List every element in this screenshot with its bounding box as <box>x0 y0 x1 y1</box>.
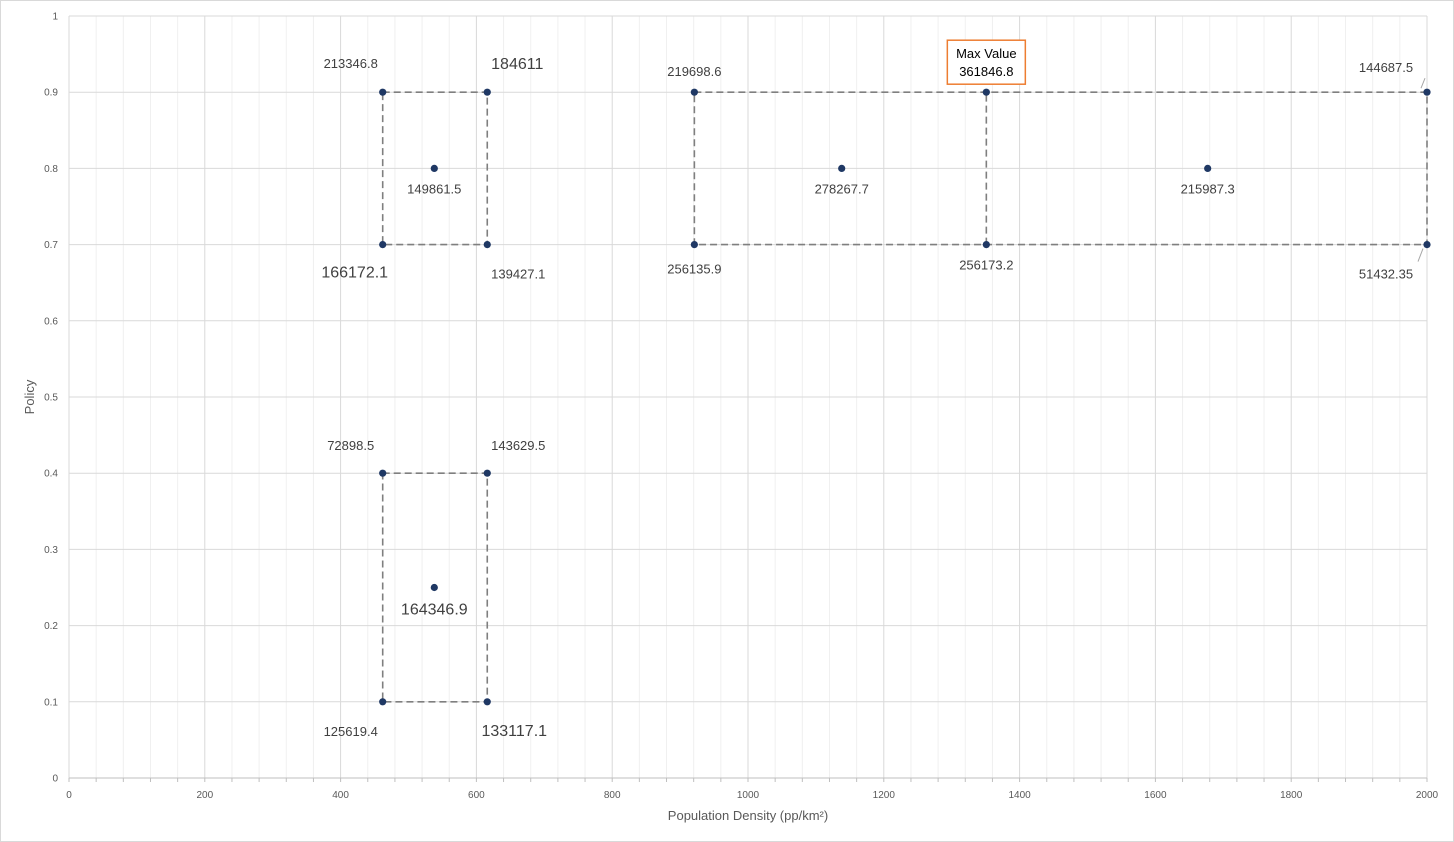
annotations: Max Value 361846.8 <box>946 39 1027 85</box>
data-label: 133117.1 <box>481 723 547 740</box>
data-point <box>1204 164 1212 172</box>
dashed-box <box>381 91 489 246</box>
data-point <box>1423 241 1431 249</box>
x-tick-label: 1400 <box>1008 790 1031 801</box>
data-points <box>379 88 1431 706</box>
x-tick-labels: 0 200 400 600 800 1000 1200 1400 1600 1800 2000 <box>66 790 1438 801</box>
y-tick-label: 1 <box>52 12 58 23</box>
data-label: 143629.5 <box>491 438 545 453</box>
data-point <box>379 698 387 706</box>
data-point <box>379 241 387 249</box>
y-tick-label: 0 <box>52 774 58 785</box>
max-value-title: Max Value <box>956 46 1016 61</box>
data-point <box>982 241 990 249</box>
data-labels: 213346.8 184611 149861.5 166172.1 139427.1 21… <box>321 56 1413 740</box>
y-axis-title: Policy <box>22 379 37 414</box>
data-point <box>690 88 698 96</box>
data-label: 213346.8 <box>324 56 378 71</box>
leader-line <box>1417 248 1424 262</box>
y-tick-label: 0.7 <box>44 240 58 251</box>
data-point <box>982 88 990 96</box>
y-tick-label: 0.5 <box>44 393 58 404</box>
x-tick-label: 1800 <box>1280 790 1303 801</box>
x-tick-label: 0 <box>66 790 72 801</box>
x-tick-label: 1000 <box>737 790 760 801</box>
data-point <box>838 164 846 172</box>
data-label: 164346.9 <box>401 602 468 619</box>
y-tick-label: 0.4 <box>44 469 58 480</box>
y-tick-label: 0.1 <box>44 697 58 708</box>
data-point <box>379 469 387 477</box>
y-tick-labels: 0 0.1 0.2 0.3 0.4 0.5 0.6 0.7 0.8 0.9 1 <box>44 12 58 785</box>
max-value-amount: 361846.8 <box>959 64 1013 79</box>
x-axis-title: Population Density (pp/km²) <box>668 808 828 823</box>
x-tick-label: 1600 <box>1144 790 1167 801</box>
x-tick-label: 200 <box>196 790 213 801</box>
data-label: 219698.6 <box>667 64 721 79</box>
data-point <box>1423 88 1431 96</box>
leader-lines <box>1417 78 1426 262</box>
dashed-connectors <box>381 91 1428 703</box>
data-point <box>690 241 698 249</box>
leader-line <box>1420 78 1426 89</box>
x-tick-label: 1200 <box>873 790 896 801</box>
y-tick-label: 0.8 <box>44 164 58 175</box>
y-tick-label: 0.9 <box>44 88 58 99</box>
data-point <box>430 164 438 172</box>
y-tick-label: 0.2 <box>44 621 58 632</box>
x-tick-label: 800 <box>604 790 621 801</box>
x-tick-label: 400 <box>332 790 349 801</box>
data-point <box>483 241 491 249</box>
major-gridlines <box>68 15 1428 779</box>
data-label: 72898.5 <box>327 438 374 453</box>
y-tick-label: 0.3 <box>44 545 58 556</box>
data-point <box>430 583 438 592</box>
dashed-box <box>693 91 1428 246</box>
x-tick-label: 600 <box>468 790 485 801</box>
data-label: 256135.9 <box>667 262 721 277</box>
data-point <box>483 88 491 96</box>
data-point <box>483 469 491 477</box>
data-label: 278267.7 <box>815 181 869 196</box>
data-label: 125619.4 <box>324 724 378 739</box>
data-point <box>483 698 491 706</box>
data-label: 166172.1 <box>321 265 388 282</box>
x-tick-label: 2000 <box>1416 790 1439 801</box>
data-label: 51432.35 <box>1359 267 1413 282</box>
data-label: 215987.3 <box>1181 181 1235 196</box>
y-tick-label: 0.6 <box>44 316 58 327</box>
axes <box>68 777 1428 782</box>
data-label: 144687.5 <box>1359 60 1413 75</box>
data-label: 139427.1 <box>491 267 545 282</box>
data-label: 184611 <box>491 56 543 73</box>
data-label: 149861.5 <box>407 181 461 196</box>
data-label: 256173.2 <box>959 258 1013 273</box>
max-value-callout <box>946 39 1027 85</box>
dashed-box <box>381 472 489 703</box>
data-point <box>379 88 387 96</box>
